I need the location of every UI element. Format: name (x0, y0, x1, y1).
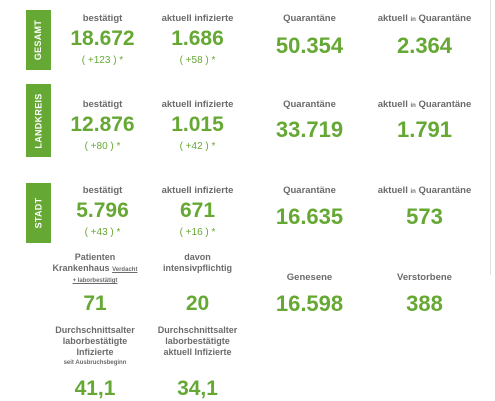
section-tab-gesamt: GESAMT (26, 10, 51, 70)
quarantaene-label: Quarantäne (283, 13, 336, 24)
quarantaene-value: 33.719 (275, 117, 344, 142)
section-label: GESAMT (33, 19, 44, 61)
verstorbene-label: Verstorbene (397, 272, 452, 283)
bestaetigt-change: ( +80 ) * (84, 141, 121, 152)
aktuell-quarantaene-value: 573 (406, 204, 443, 229)
genesene-value: 16.598 (275, 291, 344, 316)
aktuell-quarantaene-label: aktuell in Quarantäne (377, 13, 472, 24)
aktuell-quarantaene-label: aktuell in Quarantäne (377, 99, 472, 110)
right-divider (490, 0, 491, 275)
quarantaene-value: 50.354 (275, 33, 344, 58)
bestaetigt-value: 12.876 (70, 113, 135, 136)
intensiv-label: davon intensivpflichtig (162, 252, 232, 273)
krankenhaus-label: Patienten Krankenhaus Verdacht + laborbe… (52, 252, 138, 284)
genesene-label: Genesene (286, 272, 333, 283)
infiziert-change: ( +16 ) * (179, 227, 216, 238)
intensiv-value: 20 (185, 292, 210, 315)
section-tab-stadt: STADT (26, 183, 51, 243)
bestaetigt-value: 18.672 (70, 27, 135, 50)
bestaetigt-label: bestätigt (82, 99, 123, 110)
quarantaene-value: 16.635 (275, 204, 344, 229)
infiziert-label: aktuell infizierte (161, 99, 234, 110)
bestaetigt-label: bestätigt (82, 13, 123, 24)
quarantaene-label: Quarantäne (283, 185, 336, 196)
krankenhaus-value: 71 (83, 292, 107, 315)
infiziert-change: ( +58 ) * (179, 55, 216, 66)
infiziert-label: aktuell infizierte (161, 13, 234, 24)
alter-aktuell-label: Durchschnittsalter laborbestätigte aktue… (157, 325, 238, 357)
section-label: STADT (33, 197, 44, 229)
bestaetigt-value: 5.796 (76, 199, 129, 222)
verstorbene-value: 388 (406, 291, 443, 316)
alter-seit-ausbruch-label: Durchschnittsalter laborbestätigte Infiz… (55, 325, 135, 366)
alter-aktuell-value: 34,1 (177, 377, 218, 400)
quarantaene-label: Quarantäne (283, 99, 336, 110)
infiziert-label: aktuell infizierte (161, 185, 234, 196)
infiziert-value: 1.686 (171, 27, 224, 50)
section-label: LANDKREIS (33, 92, 44, 149)
aktuell-quarantaene-value: 1.791 (396, 117, 453, 142)
bestaetigt-change: ( +43 ) * (84, 227, 121, 238)
infiziert-value: 671 (179, 199, 216, 222)
aktuell-quarantaene-value: 2.364 (396, 33, 453, 58)
section-tab-landkreis: LANDKREIS (26, 84, 51, 157)
aktuell-quarantaene-label: aktuell in Quarantäne (377, 185, 472, 196)
bestaetigt-label: bestätigt (82, 185, 123, 196)
alter-seit-ausbruch-value: 41,1 (74, 377, 116, 400)
infiziert-change: ( +42 ) * (179, 141, 216, 152)
infiziert-value: 1.015 (171, 113, 224, 136)
bestaetigt-change: ( +123 ) * (81, 55, 124, 66)
